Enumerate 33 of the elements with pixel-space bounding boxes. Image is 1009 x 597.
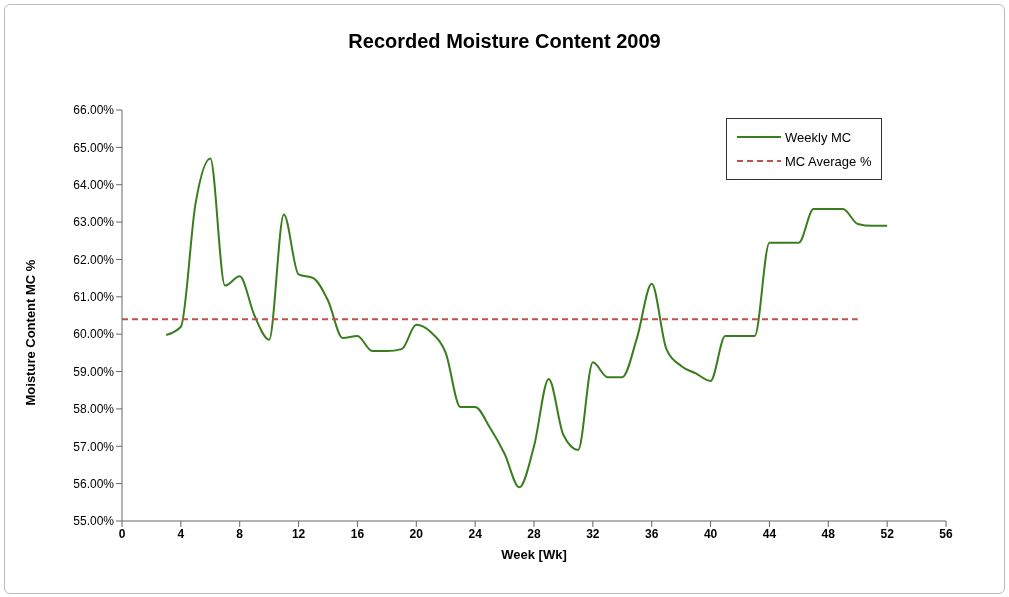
x-tick-label: 44 <box>762 526 777 541</box>
x-tick-label: 40 <box>703 526 718 541</box>
line-series <box>165 157 889 489</box>
x-tick-label: 20 <box>409 526 424 541</box>
y-tick-label: 56.00% <box>73 476 115 491</box>
y-tick-label: 61.00% <box>73 290 115 305</box>
y-tick-label: 55.00% <box>73 514 115 529</box>
x-tick-label: 48 <box>821 526 836 541</box>
legend-label: MC Average % <box>785 153 872 169</box>
x-axis-title: Week [Wk] <box>501 547 567 562</box>
x-tick-label: 32 <box>586 526 600 541</box>
legend-label: Weekly MC <box>785 129 852 145</box>
x-tick-label: 56 <box>939 526 953 541</box>
x-tick-label: 4 <box>177 526 185 541</box>
y-tick-label: 63.00% <box>73 215 115 230</box>
x-tick-label: 24 <box>468 526 483 541</box>
y-tick-label: 64.00% <box>73 177 115 192</box>
y-tick-label: 58.00% <box>73 402 115 417</box>
y-tick-label: 57.00% <box>73 439 115 454</box>
y-tick-label: 60.00% <box>73 327 115 342</box>
x-tick-label: 52 <box>880 526 895 541</box>
chart-title: Recorded Moisture Content 2009 <box>347 30 662 53</box>
y-tick-label: 66.00% <box>73 103 115 118</box>
y-tick-label: 62.00% <box>73 252 115 267</box>
y-tick-label: 65.00% <box>73 140 115 155</box>
x-tick-label: 0 <box>118 526 126 541</box>
x-tick-label: 36 <box>645 526 659 541</box>
y-axis-title: Moisture Content MC % <box>22 259 38 406</box>
y-tick-label: 59.00% <box>73 364 115 379</box>
x-tick-label: 12 <box>291 526 306 541</box>
x-tick-label: 8 <box>236 526 244 541</box>
x-tick-label: 16 <box>350 526 365 541</box>
x-tick-label: 28 <box>527 526 541 541</box>
